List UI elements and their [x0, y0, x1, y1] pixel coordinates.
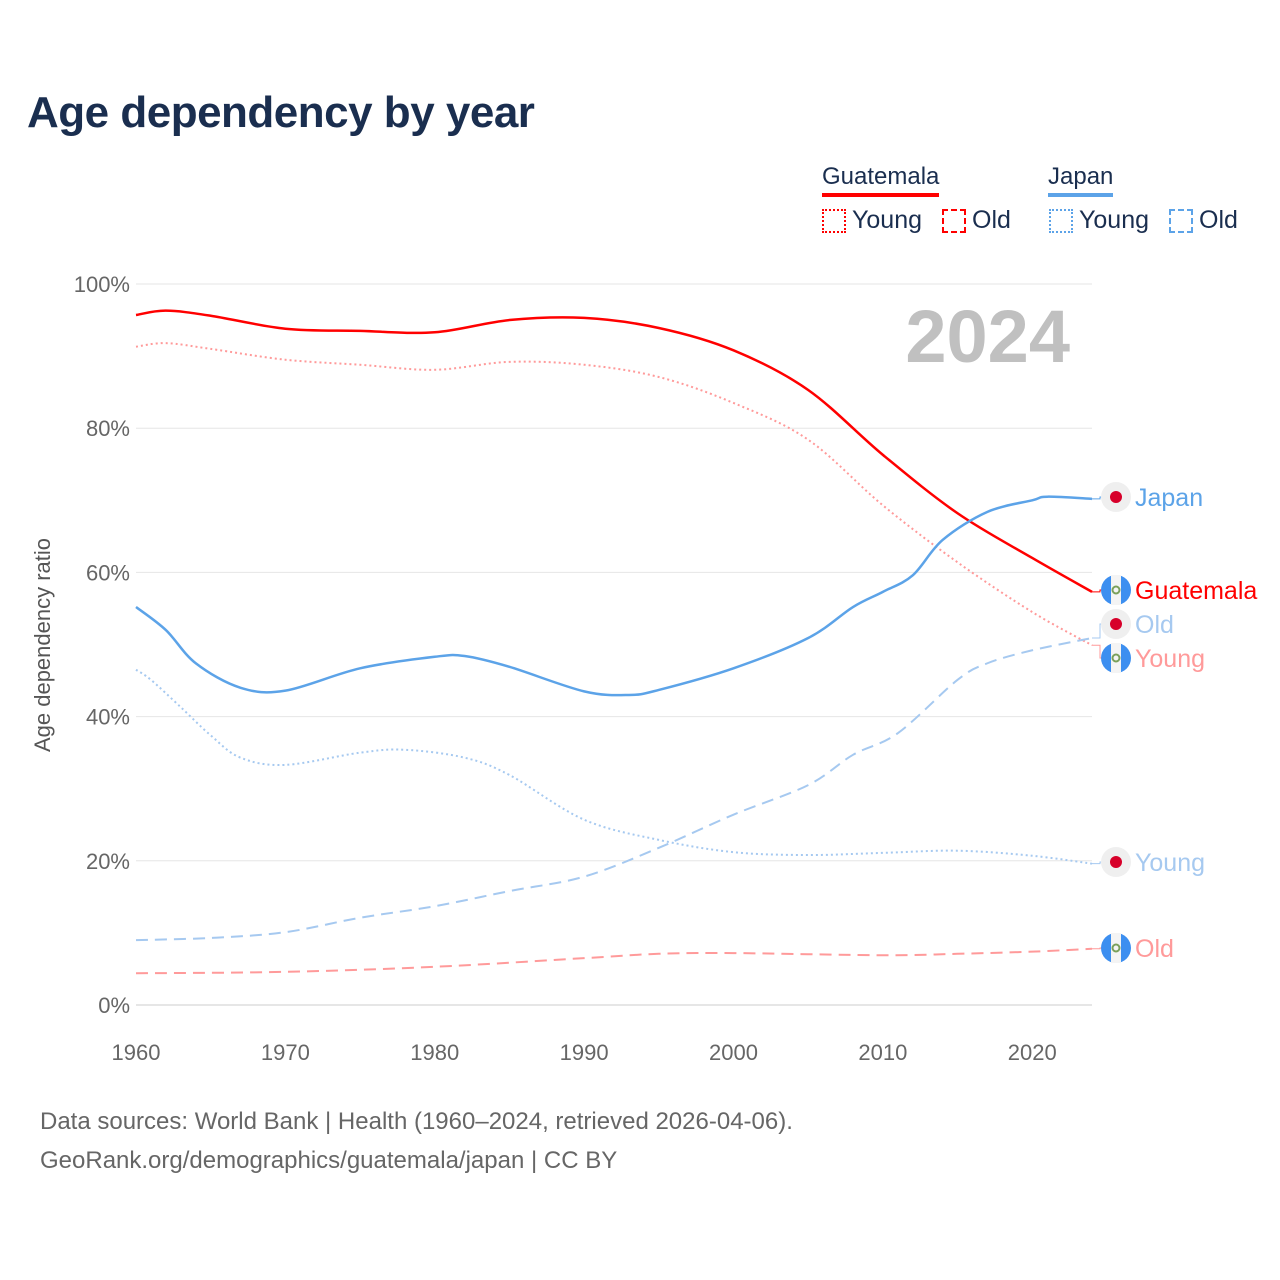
x-tick-label: 1980	[410, 1040, 459, 1065]
legend-label: Young	[1079, 206, 1149, 234]
series-line-japan-young[interactable]	[135, 668, 1093, 865]
flag-guatemala-icon	[1101, 575, 1131, 605]
series-line-guatemala[interactable]	[135, 309, 1093, 593]
legend-guatemala[interactable]: Guatemala	[822, 163, 940, 197]
end-label: Old	[1135, 611, 1174, 639]
y-tick-label: 0%	[98, 993, 130, 1018]
x-tick-label: 1990	[560, 1040, 609, 1065]
legend-label: Young	[852, 206, 922, 234]
legend-japan-old[interactable]: Old	[1169, 206, 1238, 235]
x-tick-label: 2010	[858, 1040, 907, 1065]
flag-japan-icon	[1101, 609, 1131, 639]
end-label: Young	[1135, 645, 1205, 673]
x-tick-label: 2000	[709, 1040, 758, 1065]
end-label: Young	[1135, 849, 1205, 877]
dashed-swatch-icon	[1169, 208, 1193, 233]
flag-japan-icon	[1101, 847, 1131, 877]
flag-guatemala-icon	[1101, 933, 1131, 963]
y-tick-label: 60%	[86, 560, 130, 585]
y-tick-label: 20%	[86, 849, 130, 874]
end-label: Japan	[1135, 484, 1203, 512]
legend-japan[interactable]: Japan	[1048, 163, 1114, 197]
y-axis-label: Age dependency ratio	[30, 538, 55, 752]
end-label: Guatemala	[1135, 577, 1257, 605]
footer-source: Data sources: World Bank | Health (1960–…	[40, 1108, 793, 1135]
y-tick-label: 100%	[74, 272, 130, 297]
legend-label: Old	[1199, 206, 1238, 234]
flag-guatemala-icon	[1101, 643, 1131, 673]
legend-guatemala-old[interactable]: Old	[942, 206, 1011, 235]
flag-japan-icon	[1101, 482, 1131, 512]
dotted-swatch-icon	[1049, 208, 1073, 233]
legend-label: Old	[972, 206, 1011, 234]
y-tick-label: 40%	[86, 705, 130, 730]
series-line-guatemala-old[interactable]	[135, 947, 1093, 975]
series-line-guatemala-young[interactable]	[135, 342, 1093, 647]
legend-japan-young[interactable]: Young	[1049, 206, 1149, 235]
year-watermark: 2024	[905, 295, 1070, 378]
x-tick-label: 1960	[112, 1040, 161, 1065]
x-tick-label: 1970	[261, 1040, 310, 1065]
legend-guatemala-young[interactable]: Young	[822, 206, 922, 235]
series-line-japan[interactable]	[135, 495, 1093, 697]
footer-link[interactable]: GeoRank.org/demographics/guatemala/japan…	[40, 1147, 618, 1174]
series-line-japan-old[interactable]	[135, 637, 1093, 942]
dashed-swatch-icon	[942, 208, 966, 233]
x-tick-label: 2020	[1008, 1040, 1057, 1065]
end-label: Old	[1135, 935, 1174, 963]
chart-title: Age dependency by year	[27, 88, 535, 137]
dotted-swatch-icon	[822, 208, 846, 233]
y-tick-label: 80%	[86, 416, 130, 441]
